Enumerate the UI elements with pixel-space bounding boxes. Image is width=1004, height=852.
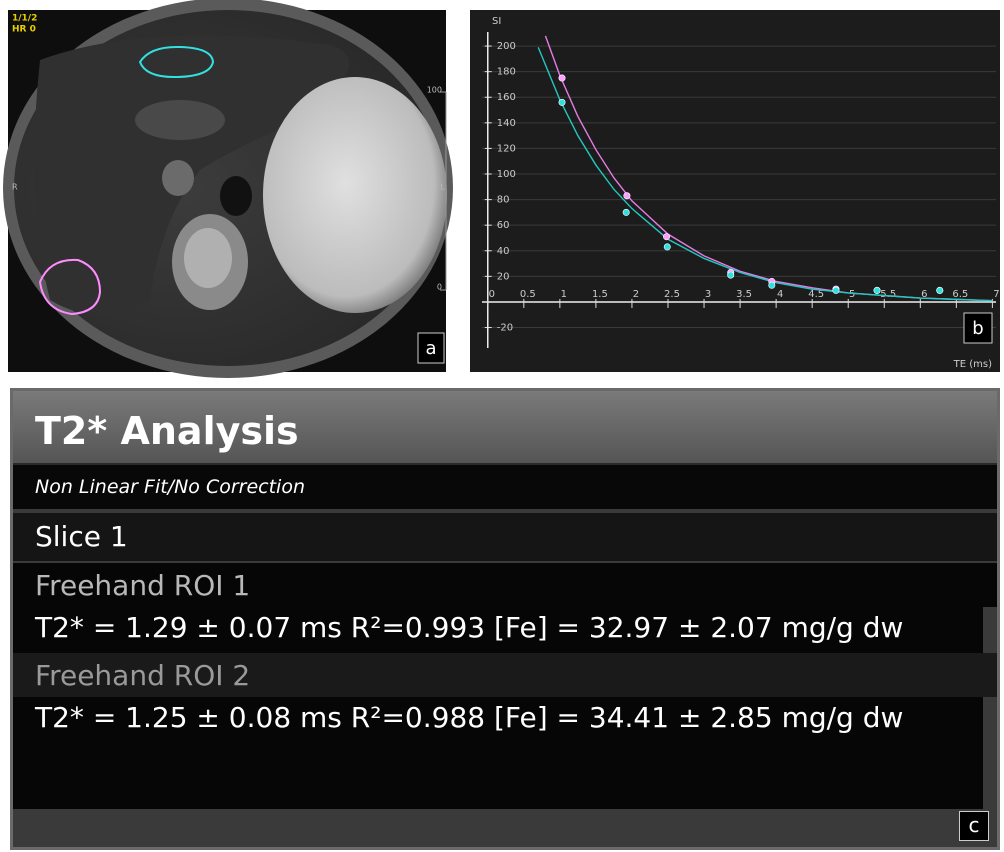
y-tick-label: 20	[497, 271, 510, 282]
y-tick-label: 80	[497, 195, 510, 206]
y-tick-label: 120	[497, 143, 516, 154]
overlay-text: HR 0	[12, 25, 36, 35]
roi-result: T2* = 1.29 ± 0.07 ms R²=0.993 [Fe] = 32.…	[13, 607, 983, 653]
data-point	[624, 193, 630, 199]
x-tick-label: 0.5	[520, 289, 536, 300]
roi-name: Freehand ROI 1	[13, 563, 997, 607]
x-tick-label: 3.5	[736, 289, 752, 300]
analysis-panel: T2* Analysis Non Linear Fit/No Correctio…	[10, 388, 1000, 850]
scale-label: 0	[437, 283, 442, 292]
roi-name: Freehand ROI 2	[13, 653, 997, 697]
y-tick-label: 160	[497, 92, 516, 103]
y-tick-label: 200	[497, 41, 516, 52]
data-point	[559, 75, 565, 81]
y-tick-label: -20	[497, 323, 513, 334]
y-tick-label: 180	[497, 67, 516, 78]
x-tick-label: 1	[561, 289, 567, 300]
slice: Slice 1	[13, 513, 997, 561]
data-point	[728, 272, 734, 278]
y-tick-label: 40	[497, 246, 510, 257]
overlay-text: 1/1/2	[12, 14, 37, 24]
data-point	[623, 209, 629, 215]
panel-label: c	[959, 811, 989, 841]
x-tick-label: 7	[993, 289, 999, 300]
roi-result: T2* = 1.25 ± 0.08 ms R²=0.988 [Fe] = 34.…	[13, 697, 983, 809]
y-tick-label: 100	[497, 169, 516, 180]
y-tick-label: 140	[497, 118, 516, 129]
y-axis-label: SI	[492, 16, 501, 27]
figure-top: 1/1/2 HR 0 100 0 R L a SI TE (ms) -20204…	[0, 0, 1004, 385]
x-tick-label: 1.5	[592, 289, 608, 300]
x-axis-label: TE (ms)	[953, 359, 992, 370]
x-tick-label: 2.5	[664, 289, 680, 300]
x-tick-label: 0	[489, 289, 495, 300]
orientation-label: R	[12, 183, 18, 192]
panel-title: T2* Analysis	[13, 391, 997, 465]
x-tick-label: 2	[633, 289, 639, 300]
mri-image: 1/1/2 HR 0 100 0 R L a	[3, 0, 453, 378]
data-point	[663, 233, 669, 239]
chart: SI TE (ms) -2020406080100120140160180200…	[470, 10, 1000, 372]
scale-label: 100	[427, 86, 442, 95]
data-point	[833, 287, 839, 293]
x-tick-label: 5.5	[880, 289, 896, 300]
data-point	[559, 99, 565, 105]
data-point	[664, 244, 670, 250]
panel-label: a	[425, 338, 436, 359]
x-tick-label: 6.5	[952, 289, 968, 300]
data-point	[769, 282, 775, 288]
panel-label: b	[972, 318, 983, 339]
page: 1/1/2 HR 0 100 0 R L a SI TE (ms) -20204…	[0, 0, 1004, 852]
y-tick-label: 60	[497, 220, 510, 231]
data-point	[874, 287, 880, 293]
data-point	[937, 287, 943, 293]
method: Non Linear Fit/No Correction	[13, 465, 997, 509]
orientation-label: L	[441, 183, 446, 192]
x-tick-label: 3	[705, 289, 711, 300]
x-tick-label: 5	[849, 289, 855, 300]
x-tick-label: 4	[777, 289, 783, 300]
